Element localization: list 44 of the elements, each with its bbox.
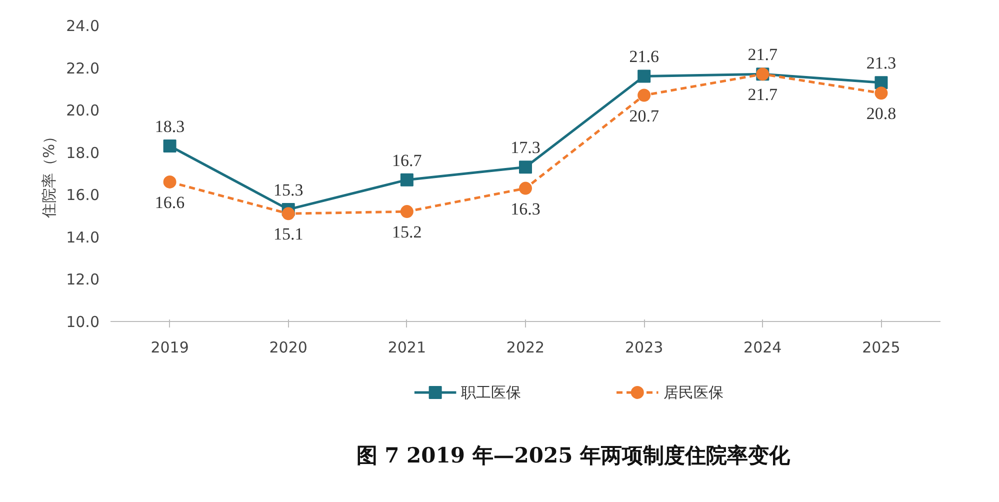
point [874, 86, 888, 100]
data-label: 17.3 [510, 138, 540, 158]
y-tick-label: 24.0 [66, 17, 100, 35]
y-tick-label: 18.0 [66, 144, 100, 162]
point [163, 140, 176, 153]
y-tick-label: 20.0 [66, 102, 100, 120]
data-label: 21.7 [748, 45, 778, 64]
point [874, 76, 888, 90]
data-label: 15.1 [273, 224, 304, 244]
data-label: 15.3 [273, 180, 304, 200]
point [519, 160, 532, 174]
legend-label: 职工医保 [461, 383, 522, 402]
point [400, 173, 414, 186]
text: 图 7 2019 年—2025 年两项制度住院率变化 [356, 442, 792, 468]
x-tick-label: 2022 [506, 338, 545, 356]
x-tick-label: 2020 [269, 338, 308, 356]
point [638, 88, 651, 102]
data-label: 16.7 [392, 150, 422, 170]
y-tick-label: 10.0 [66, 313, 100, 331]
y-axis-title: 住院率（%） [40, 128, 58, 220]
data-label: 15.2 [392, 222, 422, 242]
point [282, 207, 295, 220]
data-label: 20.7 [629, 106, 660, 126]
data-label: 18.3 [154, 117, 185, 136]
x-tick-label: 2023 [624, 338, 664, 356]
legend-label: 居民医保 [663, 383, 724, 402]
data-label: 21.7 [748, 85, 778, 104]
y-tick-label: 16.0 [66, 186, 100, 204]
point [638, 70, 651, 83]
y-tick-label: 12.0 [66, 270, 100, 289]
data-label: 20.8 [866, 104, 896, 124]
x-tick-label: 2021 [388, 338, 426, 356]
data-label: 16.3 [510, 199, 540, 218]
x-tick-label: 2025 [862, 338, 900, 356]
point [519, 182, 532, 195]
data-label: 21.3 [866, 54, 896, 73]
x-tick-label: 2024 [744, 338, 782, 356]
data-label: 16.6 [154, 192, 185, 212]
data-label: 21.6 [629, 47, 659, 66]
y-tick-label: 22.0 [66, 59, 100, 78]
point [163, 175, 176, 188]
y-tick-label: 14.0 [66, 228, 100, 246]
x-tick-label: 2019 [150, 338, 189, 356]
point [400, 205, 414, 218]
